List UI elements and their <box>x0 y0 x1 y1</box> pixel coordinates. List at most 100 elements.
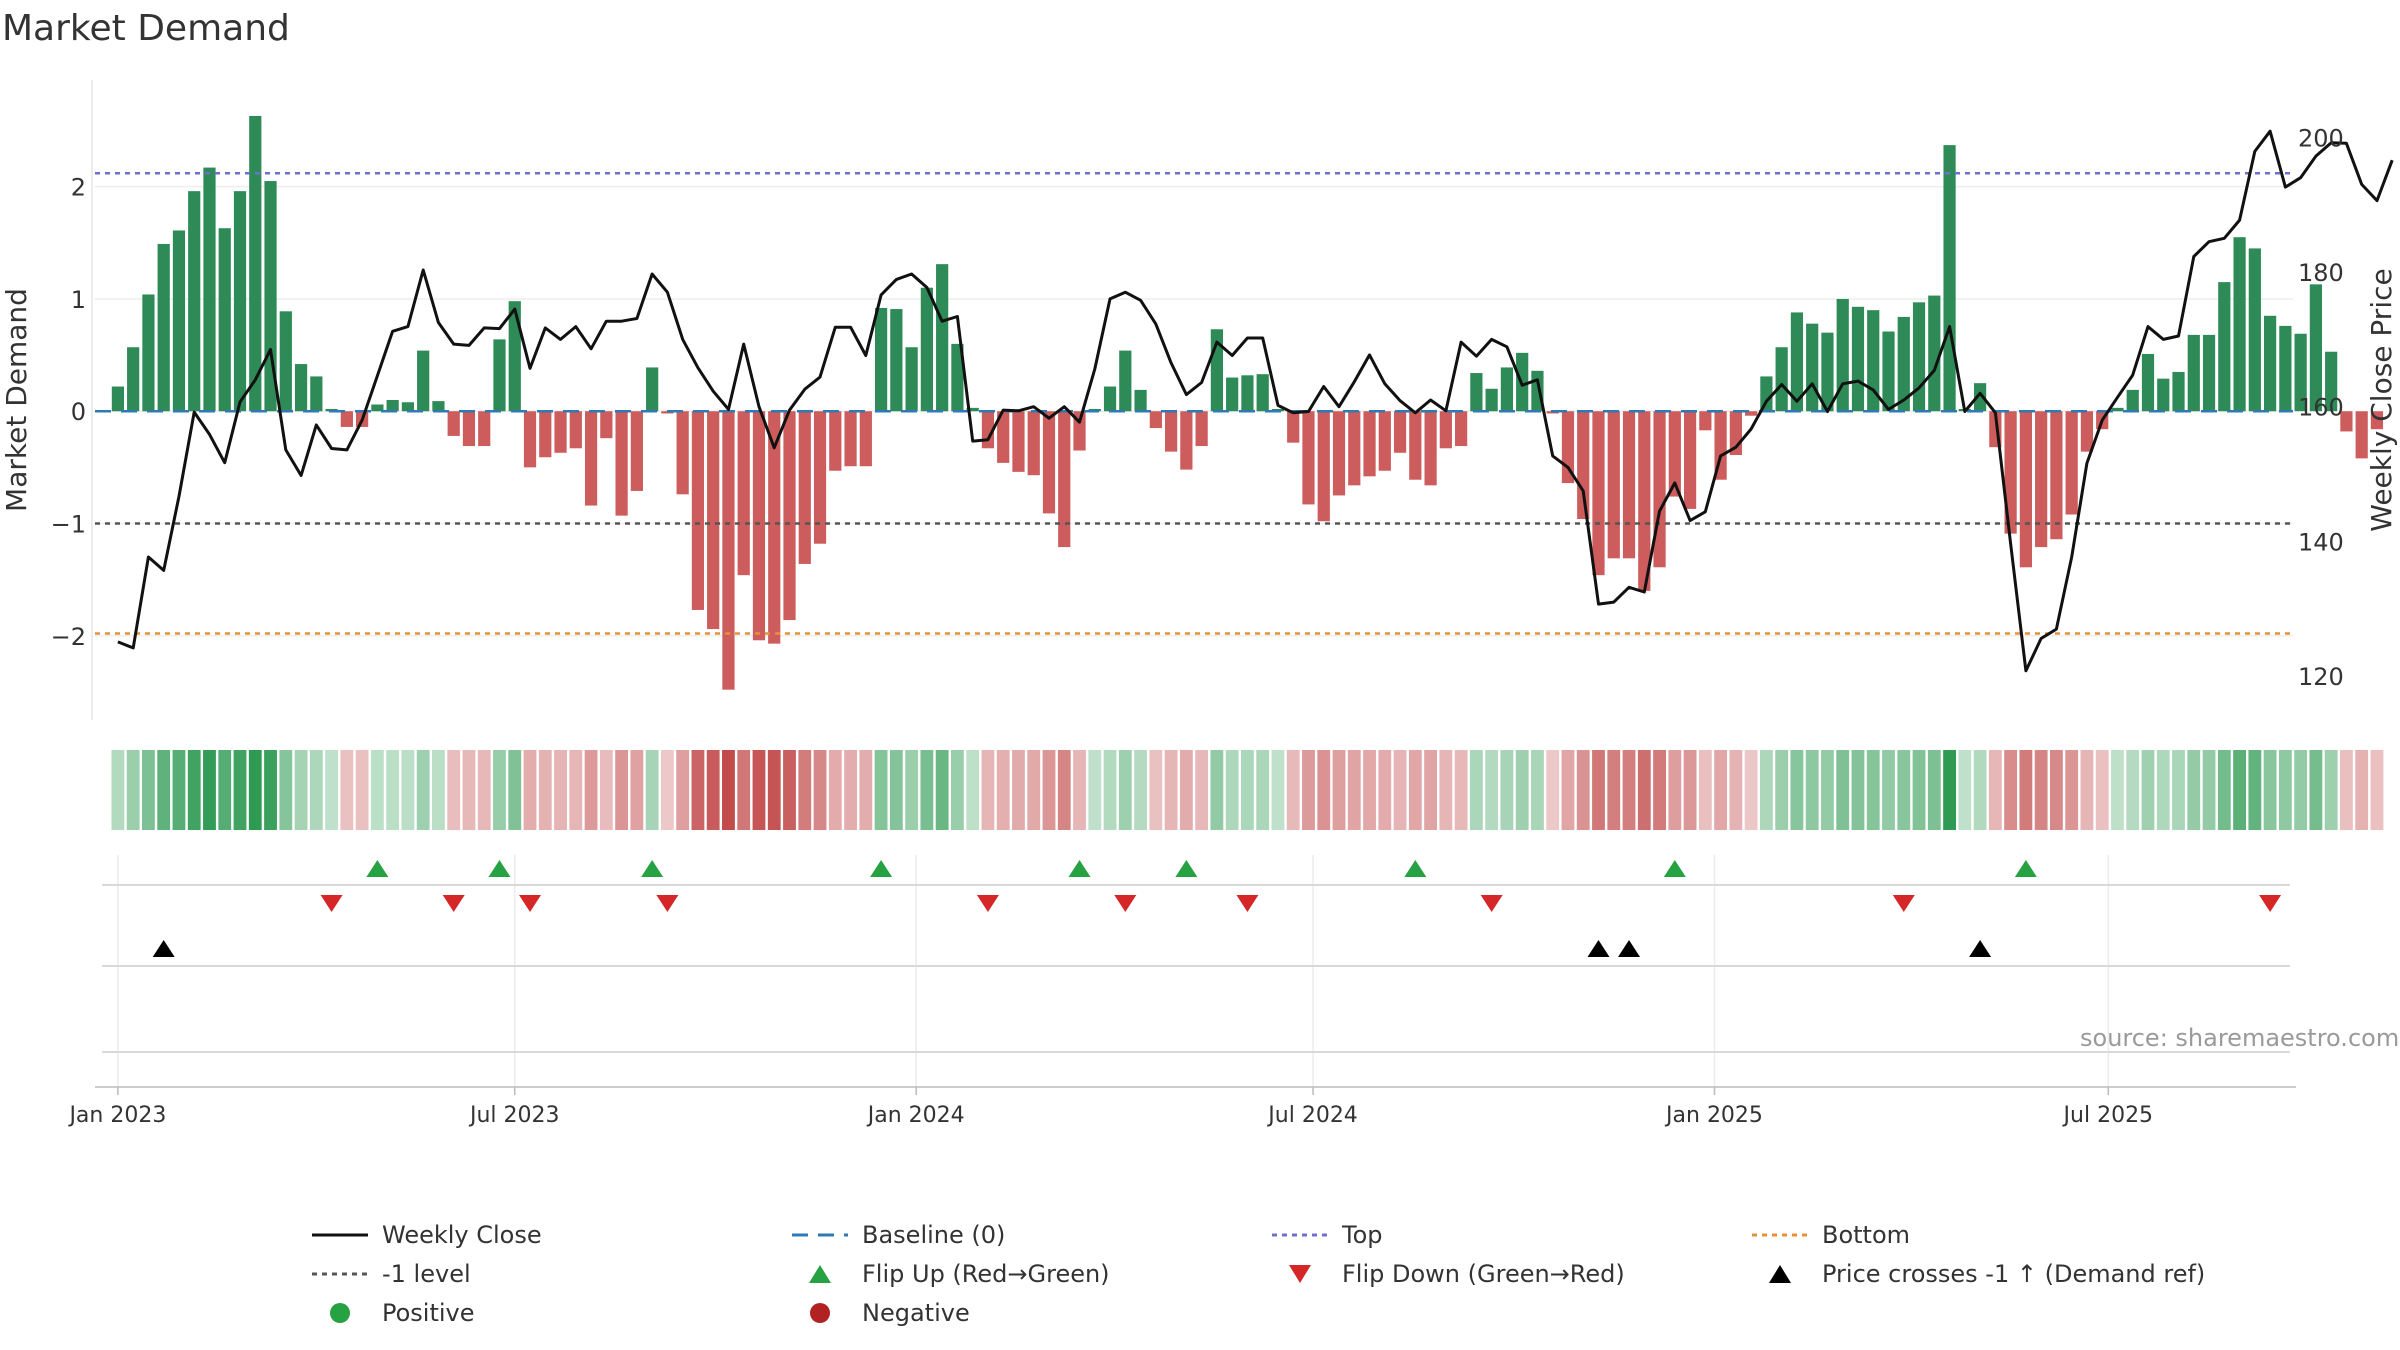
demand-bar <box>646 367 659 412</box>
demand-bar <box>386 400 399 412</box>
strip-cell <box>1134 750 1147 830</box>
strip-cell <box>2278 750 2292 830</box>
strip-cell <box>1912 750 1926 830</box>
strip-cell <box>1714 750 1728 830</box>
demand-bar <box>1699 411 1712 431</box>
demand-bar <box>2355 411 2368 459</box>
strip-cell <box>2095 750 2109 830</box>
left-tick-label: 0 <box>71 398 86 426</box>
strip-cell <box>2111 750 2124 830</box>
strip-cell <box>2324 750 2338 830</box>
strip-cell <box>1408 750 1422 830</box>
strip-cell <box>2263 750 2277 830</box>
strip-cell <box>1943 750 1956 830</box>
strip-cell <box>889 750 903 830</box>
demand-bar <box>371 404 384 412</box>
demand-bar <box>462 411 476 447</box>
strip-cell <box>2172 750 2185 830</box>
demand-bar <box>997 411 1010 463</box>
demand-bar <box>569 411 582 449</box>
demand-bar <box>2004 411 2017 534</box>
strip-cell <box>1149 750 1163 830</box>
demand-bar <box>2065 411 2078 515</box>
strip-cell <box>294 750 308 830</box>
demand-bar <box>1455 411 1468 447</box>
event-gridlines <box>117 855 2110 1087</box>
demand-bar <box>554 411 567 453</box>
strip-cell <box>1897 750 1911 830</box>
strip-cell <box>1027 750 1041 830</box>
weekly-close-line <box>117 129 2394 673</box>
strip-cell <box>523 750 537 830</box>
left-tick-label: 1 <box>71 286 86 314</box>
strip-cell <box>1302 750 1315 830</box>
strip-cell <box>1485 750 1499 830</box>
demand-bar <box>111 386 125 412</box>
flip-down-marker <box>1892 895 1915 912</box>
demand-bar <box>1256 374 1269 412</box>
demand-bar <box>2340 411 2353 432</box>
demand-bar <box>2050 411 2063 540</box>
strip-cell <box>1576 750 1590 830</box>
x-tick-label: Jan 2023 <box>67 1103 166 1128</box>
strip-cell <box>1851 750 1865 830</box>
demand-bar <box>1393 411 1407 453</box>
source-note: source: sharemaestro.com <box>2080 1024 2400 1052</box>
strip-cell <box>1118 750 1132 830</box>
demand-bar <box>2126 389 2139 412</box>
strip-cell <box>1973 750 1987 830</box>
x-tick-label: Jul 2025 <box>2062 1103 2154 1128</box>
demand-bar <box>2172 371 2185 412</box>
strip-cell <box>462 750 476 830</box>
demand-bar <box>1164 411 1178 452</box>
demand-bar <box>1577 411 1590 520</box>
reference-lines <box>95 171 2293 635</box>
demand-bar <box>1882 331 1895 412</box>
main-panel: 2 1 0 −1 −2 200 180 160 140 120 Market Demand We… <box>0 80 2398 720</box>
demand-bar <box>829 411 842 471</box>
demand-bar <box>1607 411 1620 559</box>
strip-cell <box>187 750 201 830</box>
demand-bar <box>508 301 521 412</box>
demand-bar <box>172 230 186 412</box>
strip-cell <box>1866 750 1880 830</box>
strip-cell <box>172 750 186 830</box>
strip-cell <box>1637 750 1651 830</box>
strip-cell <box>2202 750 2216 830</box>
strip-cell <box>966 750 980 830</box>
demand-bar <box>2279 325 2292 412</box>
strip-cell <box>798 750 812 830</box>
strip-cell <box>2141 750 2155 830</box>
strip-cell <box>645 750 659 830</box>
flip-up-marker <box>641 860 664 877</box>
demand-bar <box>1622 411 1636 559</box>
price-cross-marker <box>1969 940 1992 957</box>
strip-cell <box>416 750 430 830</box>
left-axis-label: Market Demand <box>0 288 33 512</box>
demand-bar <box>1348 411 1361 486</box>
demand-bar <box>1912 302 1926 412</box>
strip-cell <box>1454 750 1468 830</box>
strip-cell <box>660 750 674 830</box>
strip-cell <box>2294 750 2308 830</box>
strip-cell <box>584 750 598 830</box>
strip-cell <box>1744 750 1758 830</box>
strip-cell <box>813 750 827 830</box>
strip-cell <box>859 750 873 830</box>
strip-cell <box>477 750 491 830</box>
strip-cell <box>401 750 415 830</box>
demand-bar <box>936 264 949 412</box>
demand-bar <box>401 402 415 412</box>
flip-up-marker <box>1404 860 1427 877</box>
strip-cell <box>828 750 842 830</box>
demand-bar <box>2157 378 2170 412</box>
strip-cell <box>1286 750 1300 830</box>
flip-down-marker <box>442 895 465 912</box>
strip-cell <box>142 750 155 830</box>
x-tick-label: Jan 2025 <box>1664 1103 1763 1128</box>
strip-cell <box>1103 750 1117 830</box>
demand-bar <box>310 376 323 412</box>
demand-bar <box>1897 316 1910 412</box>
strip-cell <box>538 750 552 830</box>
